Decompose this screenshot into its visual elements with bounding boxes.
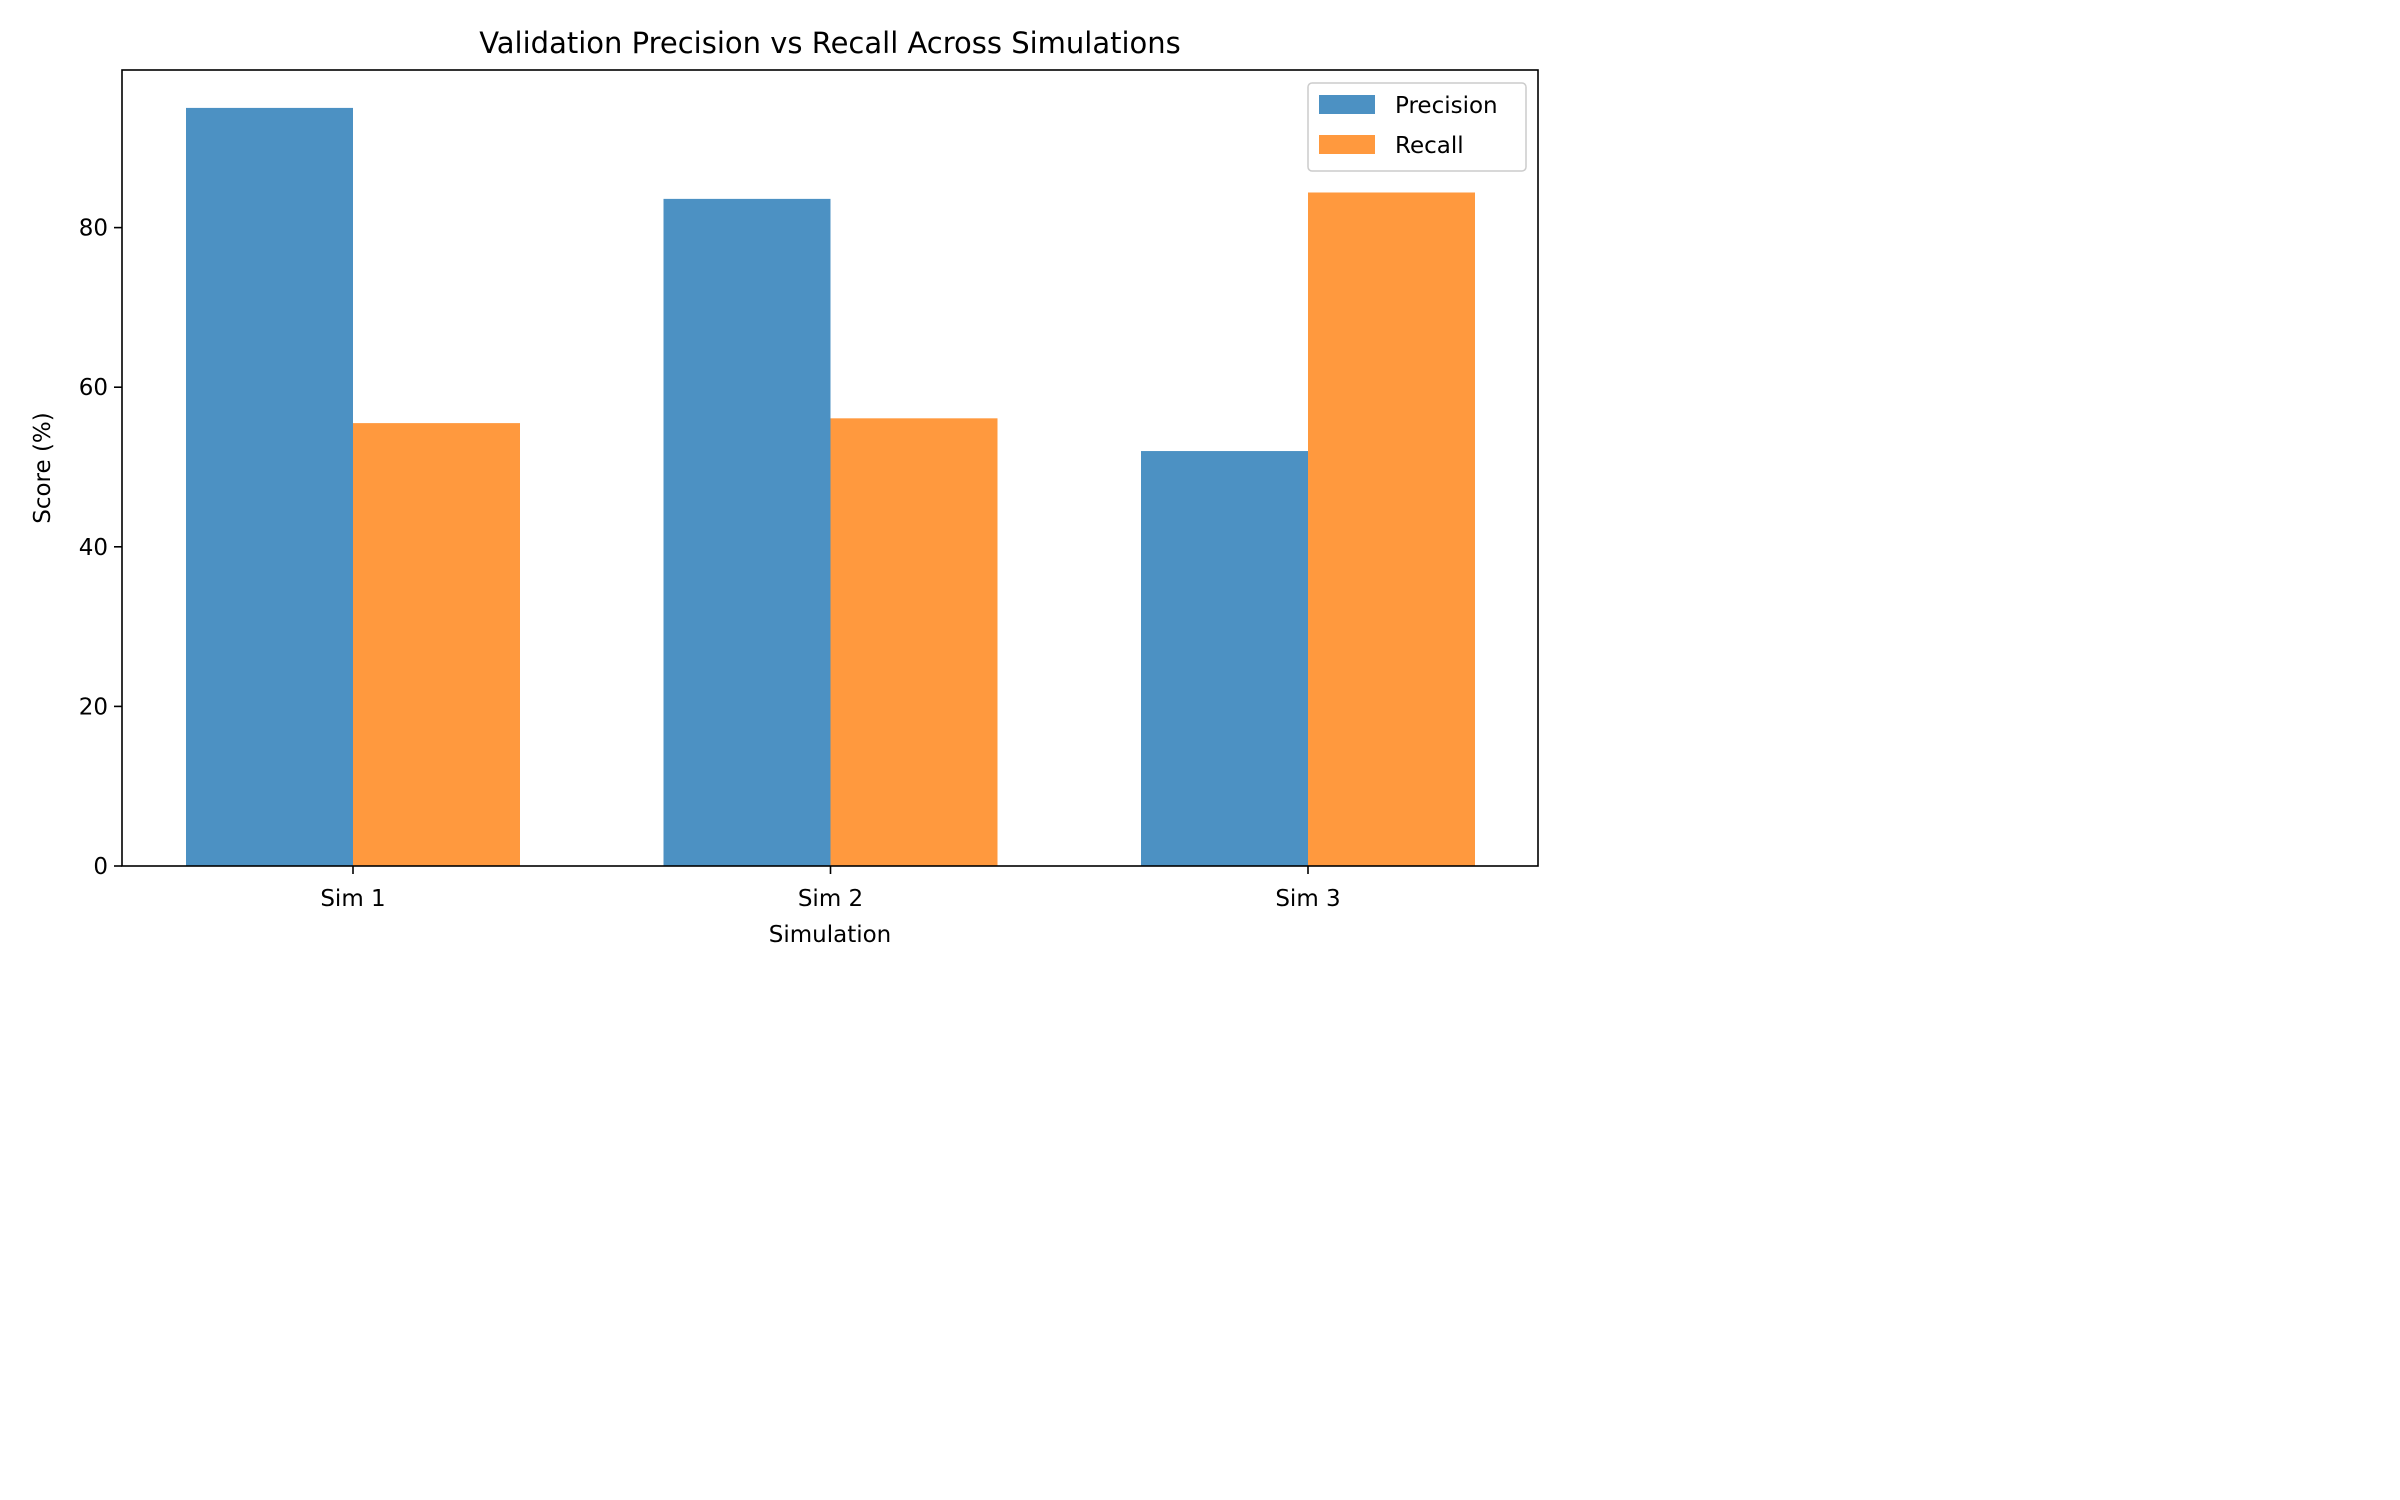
x-tick-label: Sim 3 [1275, 886, 1340, 912]
chart-title: Validation Precision vs Recall Across Si… [479, 26, 1181, 60]
bar-precision-sim-3 [1141, 451, 1308, 866]
axes-layer: 0 20 40 60 80 Sim 1 Sim 2 Sim 3 [79, 69, 1539, 912]
x-tick-label: Sim 2 [798, 886, 863, 912]
legend-swatch-precision [1319, 95, 1375, 114]
y-tick-label: 40 [79, 535, 108, 561]
legend-label-recall: Recall [1395, 133, 1464, 159]
legend: Precision Recall [1307, 82, 1527, 172]
bar-recall-sim-3 [1308, 192, 1475, 866]
legend-swatch-recall [1319, 135, 1375, 154]
y-axis-title: Score (%) [30, 412, 56, 524]
bar-precision-sim-2 [663, 198, 831, 866]
y-tick-label: 0 [93, 854, 108, 880]
bar-precision-sim-1 [186, 107, 353, 866]
y-tick-label: 20 [79, 694, 108, 720]
bar-recall-sim-2 [830, 418, 998, 866]
y-tick-label: 80 [79, 216, 108, 242]
x-tick-label: Sim 1 [320, 886, 385, 912]
legend-label-precision: Precision [1395, 93, 1498, 119]
chart-root: Validation Precision vs Recall Across Si… [0, 0, 1568, 980]
x-axis-title: Simulation [769, 922, 892, 948]
y-tick-label: 60 [79, 375, 108, 401]
bar-recall-sim-1 [353, 423, 520, 866]
bar-chart: Validation Precision vs Recall Across Si… [30, 26, 1539, 948]
bars-layer [186, 107, 1475, 866]
